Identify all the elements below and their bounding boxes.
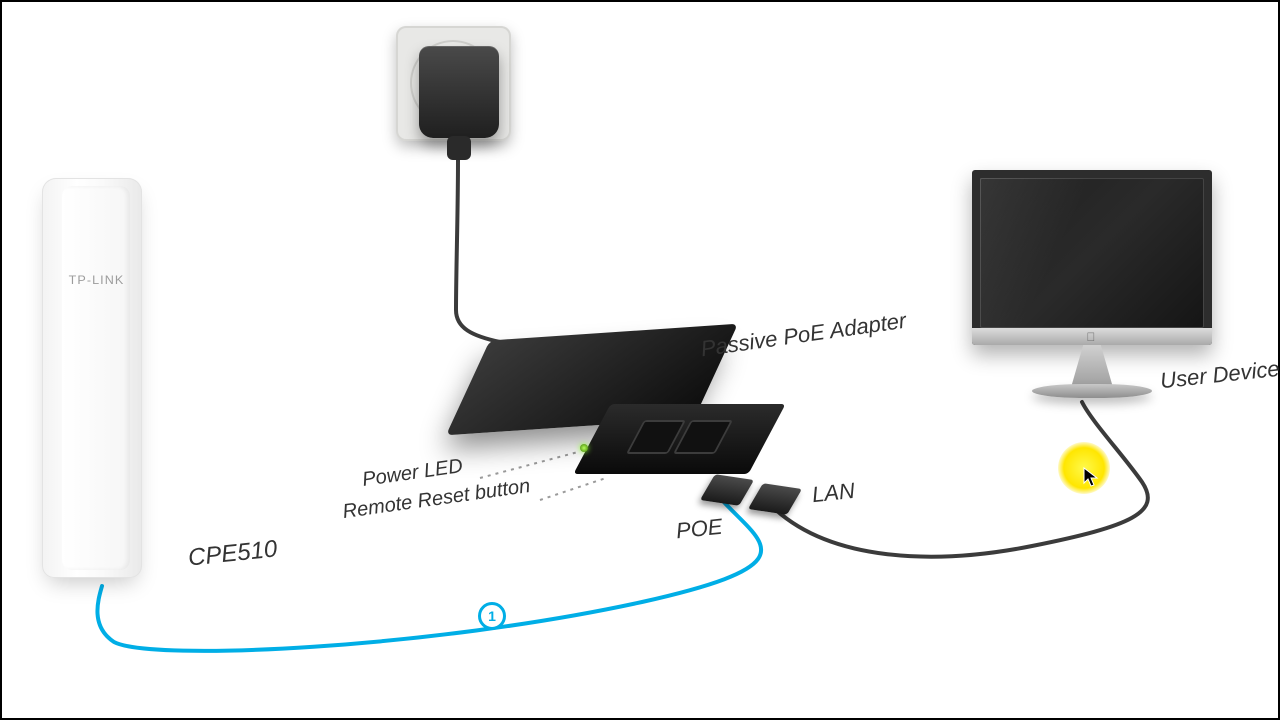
power-cable [456,160,500,342]
diagram-canvas: TP-LINK  CPE510 Passive PoE Adapter Pow… [0,0,1280,720]
cpe-device: TP-LINK [7,178,167,588]
label-poe-adapter: Passive PoE Adapter [699,308,908,363]
cpe-front [62,186,130,570]
step-badge-1: 1 [478,602,506,630]
power-led-icon [580,444,588,452]
rj45-plug-lan [748,483,802,515]
apple-logo-icon:  [1085,331,1097,343]
poe-cable [97,500,761,651]
label-lan-port: LAN [811,478,856,508]
label-cpe: CPE510 [187,535,279,572]
label-poe-port: POE [675,514,724,545]
power-plug [419,46,499,138]
cpe-brand-text: TP-LINK [69,273,125,287]
monitor-foot [1032,384,1152,398]
monitor-screen [980,178,1204,328]
